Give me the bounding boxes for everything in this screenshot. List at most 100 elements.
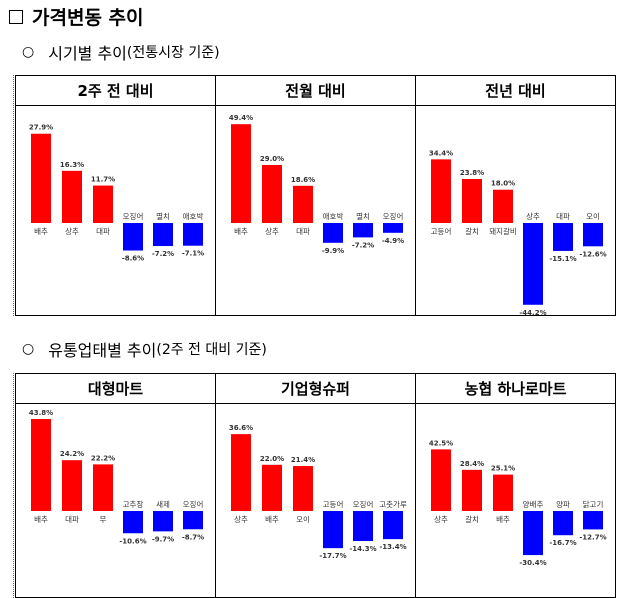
data-label: 23.8% bbox=[460, 169, 484, 177]
category-label: 대파 bbox=[96, 227, 110, 236]
category-label: 상추 bbox=[265, 226, 279, 236]
circle-bullet-icon: ○ bbox=[22, 341, 35, 357]
chart-title: 기업형슈퍼 bbox=[216, 374, 415, 404]
category-label: 고등어 bbox=[323, 499, 344, 509]
data-label: 43.8% bbox=[29, 409, 53, 417]
checkbox-square-icon bbox=[9, 9, 23, 24]
bar-chart: 34.4% 고등어 23.8% 갈치 18.0% 돼지갈비 -44.2% 상추 -15.1% 대파… bbox=[429, 149, 607, 315]
bar bbox=[583, 223, 603, 247]
bar bbox=[231, 124, 251, 223]
page-heading: 가격변동 추이 bbox=[9, 3, 144, 30]
category-label: 오징어 bbox=[353, 499, 374, 509]
category-label: 양파 bbox=[556, 500, 570, 509]
chart-title: 전년 대비 bbox=[416, 76, 615, 106]
circle-bullet-icon: ○ bbox=[22, 44, 35, 60]
bar bbox=[93, 185, 113, 223]
bar bbox=[293, 185, 313, 223]
data-label: -16.7% bbox=[549, 539, 576, 547]
category-label: 상추 bbox=[526, 211, 540, 221]
bar bbox=[462, 469, 482, 511]
category-label: 멸치 bbox=[156, 211, 170, 221]
section2-heading: ○ 유통업태별 추이 (2주 전 대비 기준) bbox=[22, 337, 267, 361]
bar bbox=[583, 511, 603, 530]
category-label: 멸치 bbox=[356, 211, 370, 221]
data-label: 27.9% bbox=[29, 124, 53, 132]
bar bbox=[31, 133, 51, 223]
category-label: 배추 bbox=[234, 227, 248, 236]
chart-panel: 대형마트 43.8% 배추 24.2% 대파 22.2% 무 -10.6% 고추장 -9.7% 새제… bbox=[15, 373, 216, 598]
bar bbox=[431, 449, 451, 511]
category-label: 오징어 bbox=[123, 211, 144, 221]
category-label: 대파 bbox=[296, 227, 310, 236]
category-label: 무 bbox=[100, 515, 107, 524]
category-label: 닭고기 bbox=[583, 499, 604, 509]
category-label: 상추 bbox=[234, 514, 248, 524]
section1-heading: ○ 시기별 추이 (전통시장 기준) bbox=[22, 40, 220, 64]
data-label: -8.6% bbox=[122, 255, 144, 263]
bar bbox=[383, 511, 403, 540]
category-label: 상추 bbox=[434, 514, 448, 524]
bar bbox=[383, 223, 403, 233]
data-label: 34.4% bbox=[429, 149, 453, 157]
bar bbox=[183, 223, 203, 246]
data-label: 29.0% bbox=[260, 155, 284, 163]
data-label: -12.7% bbox=[579, 533, 606, 541]
bar bbox=[493, 189, 513, 223]
data-label: -15.1% bbox=[549, 255, 576, 263]
bar bbox=[62, 170, 82, 223]
data-label: -7.2% bbox=[352, 241, 374, 249]
data-label: 49.4% bbox=[229, 114, 253, 122]
data-label: 22.2% bbox=[91, 454, 115, 462]
chart-title: 전월 대비 bbox=[216, 76, 415, 106]
category-label: 대파 bbox=[556, 212, 570, 221]
data-label: 21.4% bbox=[291, 456, 315, 464]
data-label: -4.9% bbox=[382, 237, 404, 245]
category-label: 배추 bbox=[496, 515, 510, 524]
bar bbox=[553, 223, 573, 251]
data-label: 24.2% bbox=[60, 450, 84, 458]
bar bbox=[231, 434, 251, 511]
bar-chart: 27.9% 배추 16.3% 상추 11.7% 대파 -8.6% 오징어 -7.2% 멸치 -7.1… bbox=[29, 124, 204, 263]
data-label: 36.6% bbox=[229, 424, 253, 432]
chart-panel: 기업형슈퍼 36.6% 상추 22.0% 배추 21.4% 오이 -17.7% 고등어 -14.3… bbox=[215, 373, 416, 598]
section2-title: 유통업태별 추이 bbox=[48, 341, 157, 360]
bar-chart: 42.5% 상추 28.4% 갈치 25.1% 배추 -30.4% 양배추 -16.7% 양파 -1… bbox=[429, 439, 607, 567]
data-label: -9.9% bbox=[322, 247, 344, 255]
chart-panel: 전월 대비 49.4% 배추 29.0% 상추 18.6% 대파 -9.9% 애호박 -7.2% 멸… bbox=[215, 75, 416, 316]
data-label: -17.7% bbox=[319, 552, 346, 560]
bar bbox=[353, 511, 373, 542]
category-label: 오징어 bbox=[183, 499, 204, 509]
category-label: 배추 bbox=[265, 515, 279, 524]
data-label: 22.0% bbox=[260, 455, 284, 463]
category-label: 고등어 bbox=[431, 226, 452, 236]
category-label: 배추 bbox=[34, 227, 48, 236]
category-label: 배추 bbox=[34, 515, 48, 524]
section1-title: 시기별 추이 bbox=[48, 44, 127, 63]
bar bbox=[523, 511, 543, 556]
bar-chart: 43.8% 배추 24.2% 대파 22.2% 무 -10.6% 고추장 -9.7% 새제 -8.7… bbox=[29, 409, 204, 545]
category-label: 애호박 bbox=[183, 211, 204, 221]
chart-title: 2주 전 대비 bbox=[16, 76, 215, 106]
data-label: -12.6% bbox=[579, 250, 606, 258]
data-label: -10.6% bbox=[119, 537, 146, 545]
section1-note: (전통시장 기준) bbox=[126, 45, 220, 61]
bar bbox=[183, 511, 203, 530]
bar bbox=[93, 464, 113, 511]
data-label: 16.3% bbox=[60, 161, 84, 169]
data-label: 18.0% bbox=[491, 180, 515, 188]
category-label: 오이 bbox=[296, 514, 310, 524]
data-label: -9.7% bbox=[152, 535, 174, 543]
bar-chart: 36.6% 상추 22.0% 배추 21.4% 오이 -17.7% 고등어 -14.3% 오징어 -… bbox=[229, 424, 407, 560]
data-label: 42.5% bbox=[429, 439, 453, 447]
heading-text: 가격변동 추이 bbox=[32, 7, 144, 29]
bar bbox=[493, 474, 513, 511]
category-label: 고추장 bbox=[123, 499, 144, 509]
category-label: 애호박 bbox=[323, 211, 344, 221]
data-label: -13.4% bbox=[379, 543, 406, 551]
chart-panel: 농협 하나로마트 42.5% 상추 28.4% 갈치 25.1% 배추 -30.4% 양배추 -1… bbox=[415, 373, 616, 598]
bar bbox=[153, 223, 173, 247]
bar bbox=[553, 511, 573, 536]
category-label: 대파 bbox=[65, 515, 79, 524]
bar bbox=[123, 511, 143, 534]
category-label: 돼지갈비 bbox=[489, 227, 517, 236]
